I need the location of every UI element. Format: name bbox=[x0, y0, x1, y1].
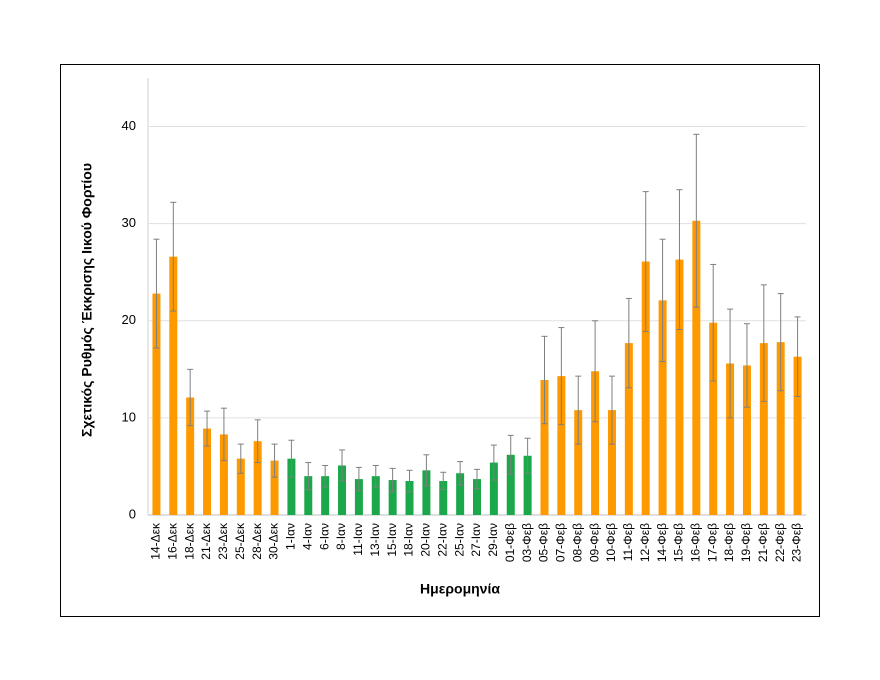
bar bbox=[253, 441, 262, 515]
x-tick-label: 12-Φεβ bbox=[638, 523, 652, 562]
bar bbox=[523, 455, 532, 515]
x-tick-label: 22-Ιαν bbox=[435, 523, 449, 557]
bar bbox=[759, 343, 768, 515]
bar bbox=[793, 356, 802, 515]
bar bbox=[219, 434, 228, 515]
x-tick-label: 4-Ιαν bbox=[300, 523, 314, 550]
bar bbox=[152, 293, 161, 515]
bar bbox=[405, 481, 414, 515]
bar bbox=[574, 410, 583, 515]
x-tick-label: 25-Ιαν bbox=[452, 523, 466, 557]
x-tick-label: 20-Ιαν bbox=[419, 523, 433, 557]
x-tick-label: 1-Ιαν bbox=[284, 523, 298, 550]
x-tick-label: 21-Φεβ bbox=[756, 523, 770, 562]
bar bbox=[506, 454, 515, 515]
bar bbox=[169, 256, 178, 515]
x-tick-label: 22-Φεβ bbox=[773, 523, 787, 562]
bar bbox=[422, 470, 431, 515]
y-tick-label: 0 bbox=[129, 506, 136, 521]
bar bbox=[186, 397, 195, 515]
y-tick-label: 40 bbox=[122, 118, 136, 133]
x-tick-label: 16-Δεκ bbox=[165, 522, 179, 560]
x-tick-label: 15-Ιαν bbox=[385, 523, 399, 557]
x-tick-label: 03-Φεβ bbox=[520, 523, 534, 562]
x-tick-label: 23-Φεβ bbox=[790, 523, 804, 562]
bar bbox=[489, 462, 498, 515]
bar bbox=[540, 380, 549, 515]
bar bbox=[557, 376, 566, 515]
bar bbox=[287, 458, 296, 515]
bar bbox=[709, 322, 718, 515]
x-tick-label: 18-Φεβ bbox=[722, 523, 736, 562]
bar bbox=[338, 465, 347, 515]
bar bbox=[624, 343, 633, 515]
x-tick-label: 23-Δεκ bbox=[216, 522, 230, 560]
bar bbox=[371, 476, 380, 515]
bar bbox=[304, 476, 313, 515]
x-tick-label: 15-Φεβ bbox=[672, 523, 686, 562]
x-axis-label: Ημερομηνία bbox=[420, 581, 500, 597]
bar bbox=[388, 480, 397, 515]
x-tick-label: 27-Ιαν bbox=[469, 523, 483, 557]
x-tick-label: 18-Δεκ bbox=[182, 522, 196, 560]
y-axis-label: Σχετικός Ρυθμός Έκκρισης Ιικού Φορτίου bbox=[79, 163, 95, 437]
x-tick-label: 8-Ιαν bbox=[334, 523, 348, 550]
x-tick-label: 17-Φεβ bbox=[705, 523, 719, 562]
x-tick-label: 21-Δεκ bbox=[199, 522, 213, 560]
x-tick-label: 14-Φεβ bbox=[655, 523, 669, 562]
bar bbox=[658, 300, 667, 515]
x-tick-label: 16-Φεβ bbox=[689, 523, 703, 562]
x-tick-label: 18-Ιαν bbox=[402, 523, 416, 557]
bar bbox=[776, 342, 785, 515]
x-tick-label: 13-Ιαν bbox=[368, 523, 382, 557]
x-tick-label: 11-Φεβ bbox=[621, 523, 635, 561]
bar bbox=[591, 371, 600, 515]
x-tick-label: 08-Φεβ bbox=[570, 523, 584, 562]
x-tick-label: 25-Δεκ bbox=[233, 522, 247, 560]
bar bbox=[675, 259, 684, 515]
bar bbox=[473, 479, 481, 515]
x-tick-label: 07-Φεβ bbox=[554, 523, 568, 562]
bar bbox=[742, 365, 751, 515]
bar bbox=[456, 473, 465, 515]
x-tick-label: 14-Δεκ bbox=[149, 522, 163, 560]
x-tick-label: 6-Ιαν bbox=[317, 523, 331, 550]
bar bbox=[726, 363, 735, 515]
bar bbox=[354, 479, 363, 515]
bar bbox=[607, 410, 616, 515]
bar bbox=[692, 220, 701, 515]
y-tick-label: 10 bbox=[122, 409, 136, 424]
bar bbox=[641, 261, 650, 515]
x-tick-label: 28-Δεκ bbox=[250, 522, 264, 560]
y-tick-label: 20 bbox=[122, 312, 136, 327]
bar bbox=[270, 460, 279, 515]
x-tick-label: 01-Φεβ bbox=[503, 523, 517, 562]
bar bbox=[321, 476, 330, 515]
x-tick-label: 29-Ιαν bbox=[486, 523, 500, 557]
x-tick-label: 05-Φεβ bbox=[537, 523, 551, 562]
x-tick-label: 11-Ιαν bbox=[351, 523, 365, 556]
x-tick-label: 09-Φεβ bbox=[587, 523, 601, 562]
bar bbox=[203, 428, 212, 515]
chart-frame bbox=[60, 64, 820, 617]
bar bbox=[236, 458, 245, 515]
x-tick-label: 30-Δεκ bbox=[267, 522, 281, 560]
bar bbox=[439, 481, 448, 515]
x-tick-label: 10-Φεβ bbox=[604, 523, 618, 562]
x-tick-label: 19-Φεβ bbox=[739, 523, 753, 562]
y-tick-label: 30 bbox=[122, 215, 136, 230]
